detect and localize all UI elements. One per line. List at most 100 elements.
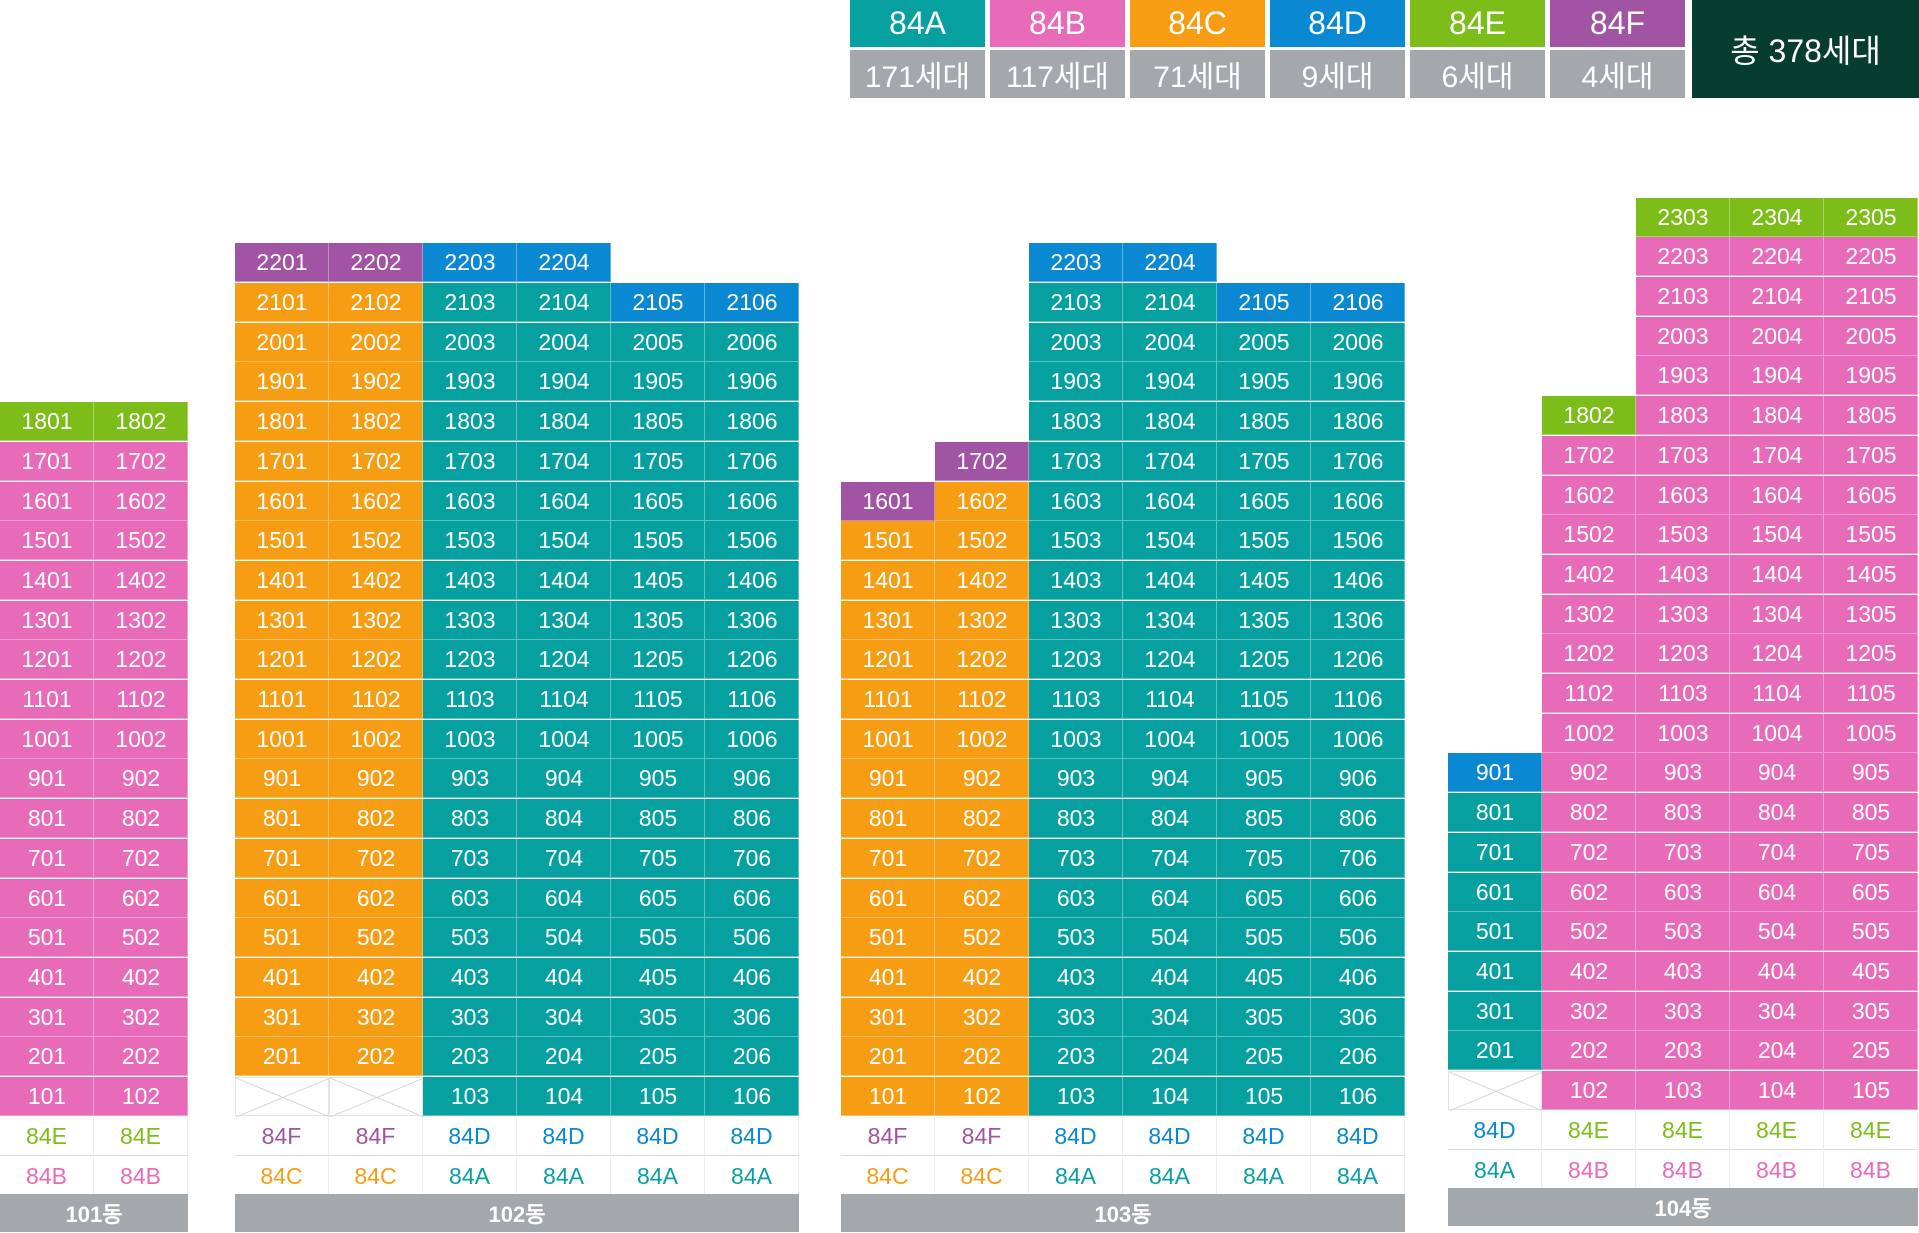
top-type-label: 84D [1029, 1117, 1123, 1156]
legend-item-84a: 84A 171세대 [850, 0, 985, 100]
unit-cell: 503 [1636, 912, 1730, 952]
unit-cell: 1902 [329, 362, 423, 402]
unit-cell: 1105 [611, 680, 705, 719]
unit-cell: 801 [235, 799, 329, 839]
legend-type-label: 84A [850, 0, 985, 47]
unit-cell: 1506 [1311, 521, 1405, 561]
legend-count-label: 71세대 [1130, 50, 1265, 98]
unit-cell: 204 [1123, 1037, 1217, 1077]
unit-cell: 404 [1123, 957, 1217, 997]
unit-cell: 1304 [1730, 594, 1824, 634]
unit-cell: 105 [1824, 1071, 1918, 1110]
bottom-type-label: 84B [94, 1157, 188, 1196]
unit-cell: 2202 [329, 243, 423, 283]
top-type-label: 84F [935, 1117, 1029, 1156]
unit-cell: 901 [235, 759, 329, 799]
legend-total-label: 총 378세대 [1692, 0, 1919, 98]
top-type-label: 84D [1217, 1117, 1311, 1156]
unit-cell: 1804 [1123, 402, 1217, 442]
unit-cell: 2304 [1730, 197, 1824, 237]
unit-cell: 301 [1448, 991, 1542, 1031]
unit-cell: 402 [1542, 951, 1636, 991]
unit-cell: 1406 [705, 560, 799, 600]
unit-cell: 801 [841, 799, 935, 839]
top-type-label: 84E [1730, 1111, 1824, 1150]
unit-cell: 502 [935, 918, 1029, 958]
unit-cell: 906 [1311, 759, 1405, 799]
bottom-type-label: 84B [0, 1157, 94, 1196]
unit-cell: 302 [329, 997, 423, 1037]
unit-cell: 1102 [329, 680, 423, 719]
bottom-type-label: 84A [1311, 1157, 1405, 1196]
unit-cell: 401 [841, 957, 935, 997]
bottom-type-label: 84B [1542, 1151, 1636, 1190]
unit-cell: 1505 [611, 521, 705, 561]
unit-cell: 703 [1636, 832, 1730, 872]
unit-cell: 1302 [94, 600, 188, 640]
unit-cell: 1301 [0, 600, 94, 640]
unit-cell: 603 [423, 878, 517, 918]
unit-cell: 704 [517, 838, 611, 878]
unit-cell: 1704 [1123, 441, 1217, 481]
unit-cell: 1602 [1542, 475, 1636, 515]
unit-cell: 102 [94, 1077, 188, 1116]
unit-cell: 505 [1824, 912, 1918, 952]
unit-cell: 503 [1029, 918, 1123, 958]
unit-cell: 302 [1542, 991, 1636, 1031]
unit-cell: 404 [517, 957, 611, 997]
unit-cell: 905 [1824, 753, 1918, 793]
unit-cell: 1005 [611, 719, 705, 759]
unit-cell: 1502 [935, 521, 1029, 561]
unit-cell: 902 [935, 759, 1029, 799]
unit-cell: 802 [94, 799, 188, 839]
unit-cell: 2103 [1029, 283, 1123, 322]
unit-cell: 701 [235, 838, 329, 878]
unit-cell: 1201 [841, 640, 935, 680]
bottom-type-label: 84C [841, 1157, 935, 1196]
unit-cell: 1504 [1730, 515, 1824, 555]
unit-cell: 1702 [94, 441, 188, 481]
unit-cell: 706 [705, 838, 799, 878]
unit-cell: 1906 [1311, 362, 1405, 402]
unit-cell: 2105 [1217, 283, 1311, 322]
unit-cell: 502 [329, 918, 423, 958]
unit-cell: 704 [1730, 832, 1824, 872]
unit-cell: 2102 [329, 283, 423, 322]
legend-count-label: 9세대 [1270, 50, 1405, 98]
unit-cell: 604 [517, 878, 611, 918]
unit-cell: 1703 [1029, 441, 1123, 481]
unit-cell: 702 [935, 838, 1029, 878]
unit-cell: 205 [1824, 1031, 1918, 1071]
unit-cell: 1202 [1542, 634, 1636, 674]
unit-cell: 1605 [1217, 481, 1311, 521]
unit-cell: 1403 [423, 560, 517, 600]
unit-cell: 702 [1542, 832, 1636, 872]
bottom-type-label: 84A [1448, 1151, 1542, 1190]
unit-cell: 704 [1123, 838, 1217, 878]
unit-cell: 1905 [1824, 356, 1918, 396]
unit-cell: 2203 [423, 243, 517, 283]
unit-cell: 904 [1730, 753, 1824, 793]
legend-type-label: 84F [1550, 0, 1685, 47]
unit-cell: 106 [705, 1077, 799, 1116]
unit-cell: 1806 [1311, 402, 1405, 442]
unit-cell: 1101 [0, 680, 94, 719]
unit-cell: 1801 [235, 402, 329, 442]
unit-cell: 804 [1123, 799, 1217, 839]
unit-cell: 802 [935, 799, 1029, 839]
unit-cell: 1401 [841, 560, 935, 600]
top-type-label: 84E [0, 1117, 94, 1156]
legend-type-label: 84D [1270, 0, 1405, 47]
unit-cell: 1301 [841, 600, 935, 640]
unit-cell: 1404 [1730, 554, 1824, 594]
unit-cell: 803 [423, 799, 517, 839]
unit-cell: 1101 [235, 680, 329, 719]
unit-cell: 902 [329, 759, 423, 799]
unit-cell: 406 [705, 957, 799, 997]
unit-cell: 405 [611, 957, 705, 997]
unit-cell: 904 [1123, 759, 1217, 799]
unit-cell: 1202 [94, 640, 188, 680]
unit-cell: 604 [1123, 878, 1217, 918]
top-type-label: 84F [841, 1117, 935, 1156]
bottom-type-label: 84A [1123, 1157, 1217, 1196]
